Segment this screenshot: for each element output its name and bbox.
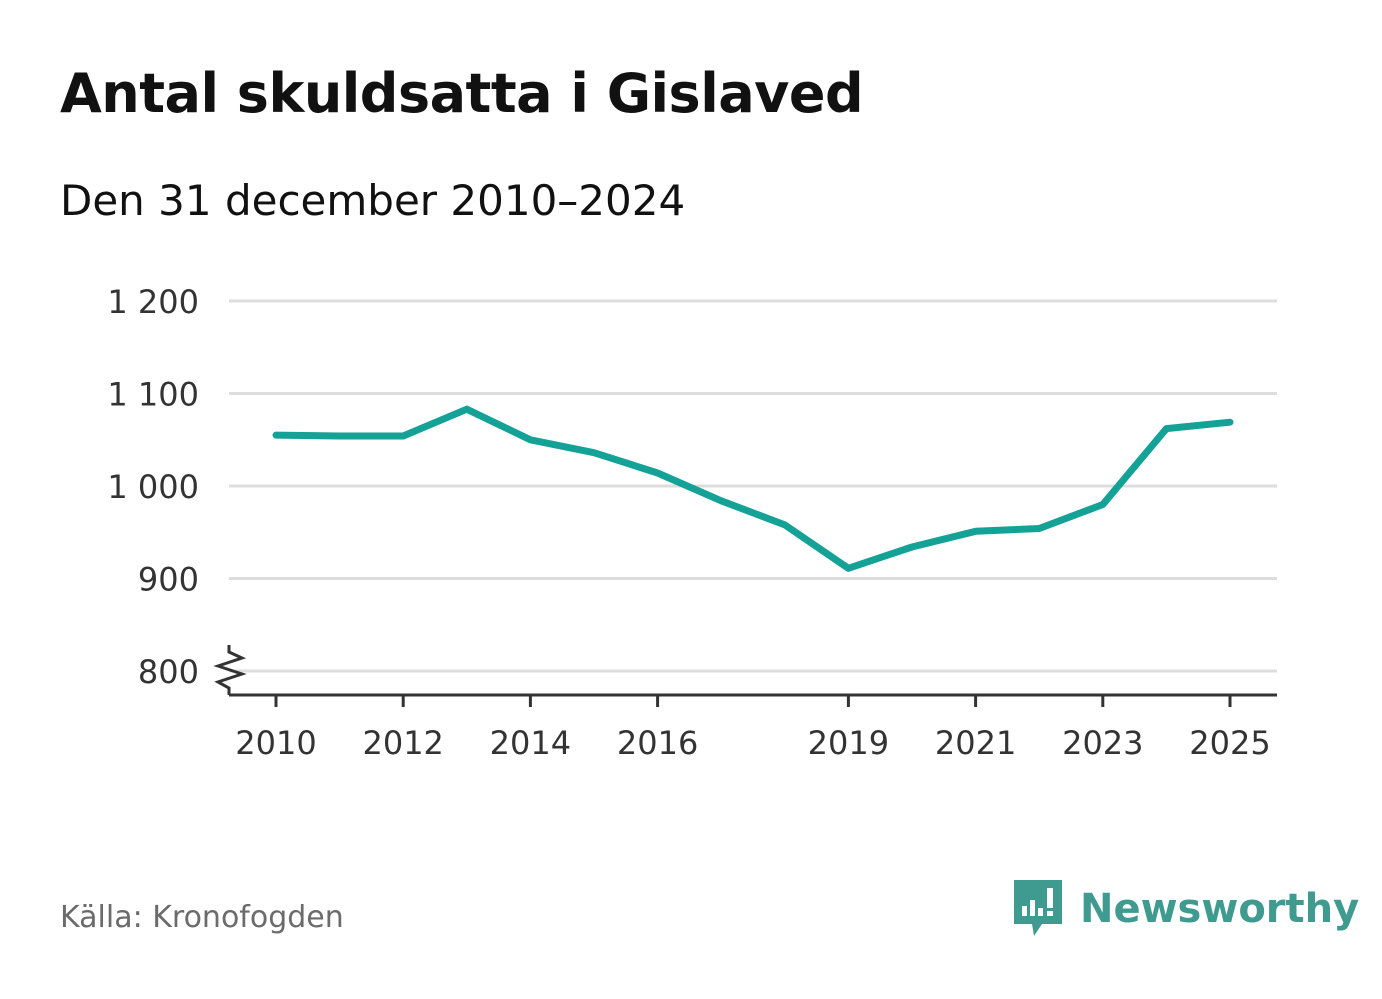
x-tick-label: 2012 — [362, 724, 443, 762]
newsworthy-logo-text: Newsworthy — [1080, 886, 1360, 932]
x-tick-label: 2010 — [235, 724, 316, 762]
y-tick-label: 1 200 — [107, 283, 199, 321]
chart-subtitle: Den 31 december 2010–2024 — [60, 176, 686, 225]
source-note: Källa: Kronofogden — [60, 900, 344, 935]
y-tick-label: 900 — [138, 561, 199, 599]
x-tick-label: 2014 — [490, 724, 571, 762]
series-line — [272, 405, 1234, 572]
x-tick-label: 2019 — [808, 724, 889, 762]
newsworthy-logo: Newsworthy — [1012, 878, 1359, 940]
y-tick-label: 1 000 — [107, 468, 199, 506]
x-tick-label: 2023 — [1062, 724, 1143, 762]
series — [272, 405, 1234, 572]
gridlines — [229, 299, 1277, 673]
axis-break-icon — [213, 645, 247, 695]
x-tick-label: 2025 — [1189, 724, 1270, 762]
newsworthy-logo-icon — [1014, 880, 1062, 936]
chart-title: Antal skuldsatta i Gislaved — [60, 62, 864, 125]
x-tick-label: 2021 — [935, 724, 1016, 762]
y-tick-label: 1 100 — [107, 376, 199, 414]
y-axis-ticks: 800 900 1 000 1 100 1 200 — [107, 283, 199, 691]
x-tick-label: 2016 — [617, 724, 698, 762]
y-tick-label: 800 — [138, 653, 199, 691]
x-axis-ticks: 2010 2012 2014 2016 2019 2021 2023 2025 — [235, 695, 1271, 762]
